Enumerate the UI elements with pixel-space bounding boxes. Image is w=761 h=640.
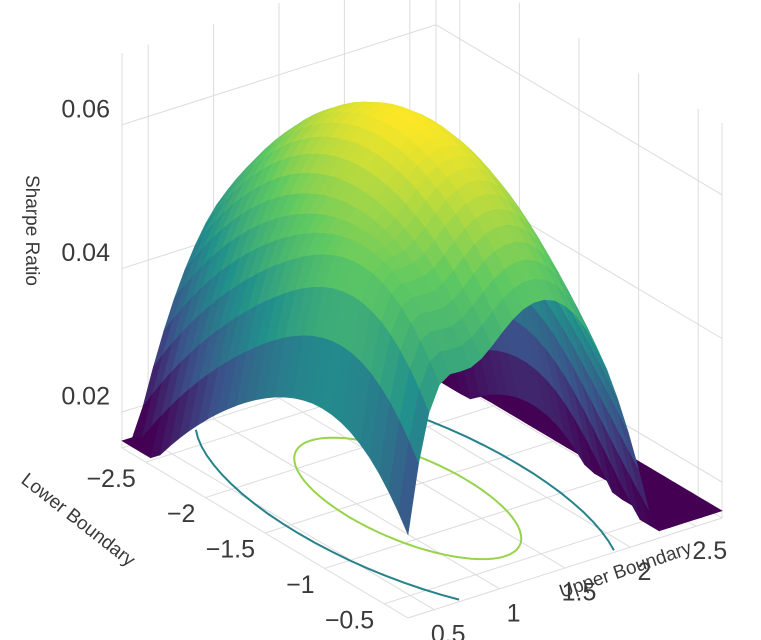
y-gridline <box>213 418 500 590</box>
floor-edge <box>407 517 723 619</box>
x-tick-label: −2.5 <box>86 465 135 493</box>
y-tick-label: 2 <box>637 558 651 586</box>
surface[interactable] <box>121 101 723 536</box>
x-tick-label: −1 <box>286 571 315 599</box>
tick-labels: 0.02 0.04 0.06 −2.5 −2 −1.5 −1 −0.5 0.5 1 1.5 2 2.5 <box>61 95 727 640</box>
z-tick-label: 0.06 <box>61 95 110 123</box>
x-tick-label: −1.5 <box>206 536 255 564</box>
y-tick-label: 2.5 <box>692 537 727 565</box>
y-tick-label: 1 <box>507 599 521 627</box>
z-tick-label: 0.02 <box>61 383 110 411</box>
y-gridline <box>278 397 566 569</box>
contour-line <box>194 429 460 601</box>
contour-line <box>293 436 523 561</box>
y-gridline <box>147 439 435 611</box>
y-tick-label: 0.5 <box>431 620 466 640</box>
surface-patch[interactable] <box>398 439 419 536</box>
x-tick-label: −0.5 <box>325 606 374 634</box>
z-tick-label: 0.04 <box>61 239 110 267</box>
z-axis-title: Sharpe Ratio <box>21 175 42 286</box>
floor-edge <box>121 447 409 619</box>
y-axis-title: Upper Boundary <box>557 538 695 603</box>
x-tick-label: −2 <box>167 500 196 528</box>
y-tick-label: 1.5 <box>562 579 597 607</box>
